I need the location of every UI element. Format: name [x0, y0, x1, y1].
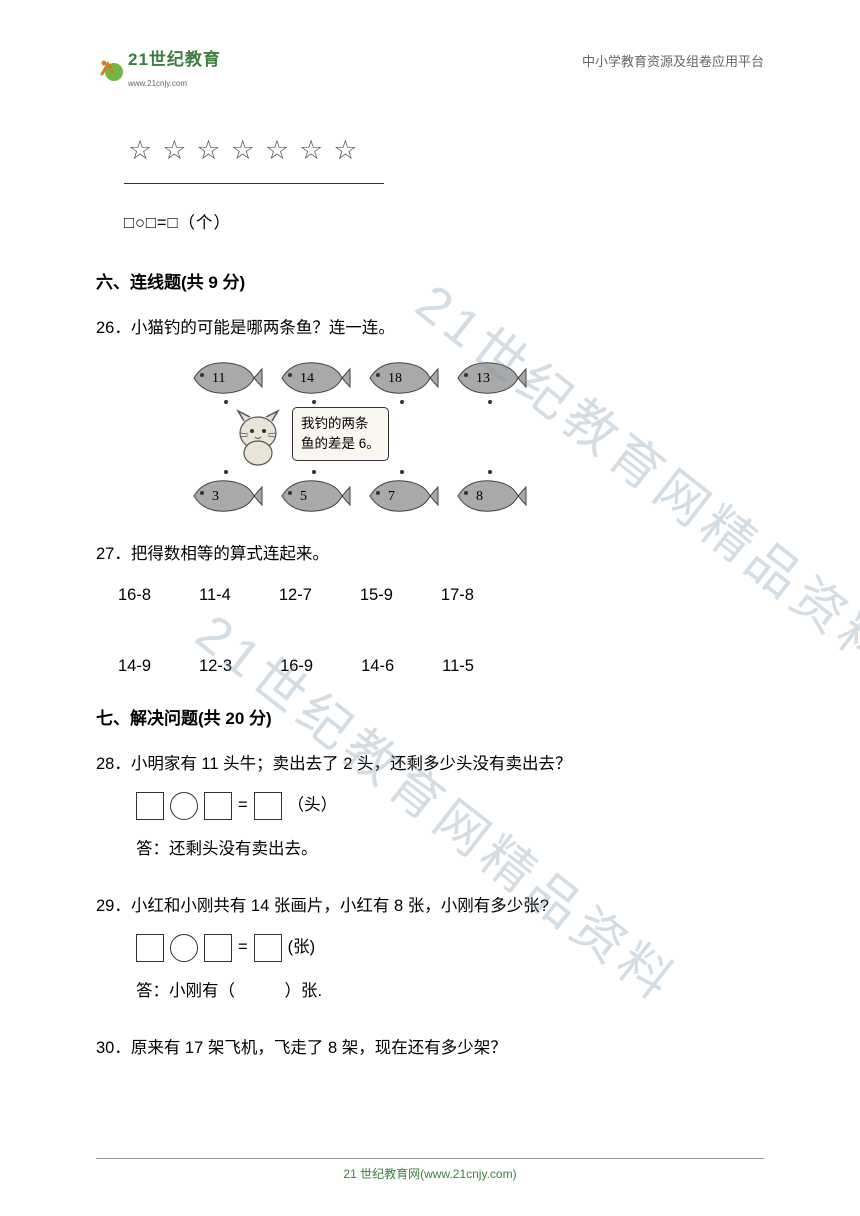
- cat-icon: [230, 407, 286, 467]
- q30-text: 30．原来有 17 架飞机，飞走了 8 架，现在还有多少架？: [96, 1033, 764, 1064]
- page-header: 21世纪教育 www.21cnjy.com 中小学教育资源及组卷应用平台: [96, 44, 764, 91]
- fish-item: 13: [450, 355, 528, 401]
- question-28: 28．小明家有 11 头牛；卖出去了 2 头，还剩多少头没有卖出去？ = （头）…: [96, 749, 764, 865]
- equals-sign: =: [238, 790, 248, 821]
- connect-dot: [312, 400, 316, 404]
- star-underline: [124, 183, 384, 184]
- answer-box[interactable]: [254, 934, 282, 962]
- connect-dot: [488, 470, 492, 474]
- logo-icon: [96, 54, 124, 82]
- fish-number: 8: [476, 484, 483, 511]
- section-7-title: 七、解决问题(共 20 分): [96, 703, 764, 735]
- connect-dot: [400, 470, 404, 474]
- connect-dot: [488, 400, 492, 404]
- expr-item: 14-9: [118, 651, 151, 682]
- q27-row1: 16-8 11-4 12-7 15-9 17-8: [118, 580, 764, 611]
- q29-answer-boxes: = (张): [136, 932, 764, 963]
- box-expression: □○□=□（个）: [124, 208, 764, 239]
- expr-item: 14-6: [361, 651, 394, 682]
- logo-text: 21世纪教育 www.21cnjy.com: [128, 44, 221, 91]
- q27-row2: 14-9 12-3 16-9 14-6 11-5: [118, 651, 764, 682]
- fish-top-row: 11 14 18 13: [186, 355, 764, 401]
- fish-item: 5: [274, 473, 352, 519]
- expr-item: 16-8: [118, 580, 151, 611]
- section-6-title: 六、连线题(共 9 分): [96, 267, 764, 299]
- fish-number: 14: [300, 366, 314, 393]
- q27-text: 27．把得数相等的算式连起来。: [96, 539, 764, 570]
- equals-sign: =: [238, 932, 248, 963]
- connect-dot: [400, 400, 404, 404]
- bubble-line1: 我钓的两条: [301, 414, 380, 434]
- question-27: 27．把得数相等的算式连起来。 16-8 11-4 12-7 15-9 17-8…: [96, 539, 764, 683]
- fish-bottom-row: 3 5 7 8: [186, 473, 764, 519]
- expr-item: 12-7: [279, 580, 312, 611]
- fish-number: 13: [476, 366, 490, 393]
- unit-label: （头）: [288, 790, 338, 821]
- fish-number: 18: [388, 366, 402, 393]
- answer-box[interactable]: [204, 934, 232, 962]
- speech-bubble: 我钓的两条 鱼的差是 6。: [292, 407, 389, 462]
- operator-circle[interactable]: [170, 934, 198, 962]
- expr-item: 17-8: [441, 580, 474, 611]
- fish-number: 7: [388, 484, 395, 511]
- fish-number: 5: [300, 484, 307, 511]
- star-row: ☆☆☆☆☆☆☆: [128, 125, 764, 176]
- fish-item: 3: [186, 473, 264, 519]
- q29-answer-line: 答：小刚有（ ）张.: [136, 976, 764, 1007]
- fish-item: 18: [362, 355, 440, 401]
- q28-answer-line: 答：还剩头没有卖出去。: [136, 834, 764, 865]
- answer-box[interactable]: [136, 792, 164, 820]
- header-subtitle: 中小学教育资源及组卷应用平台: [582, 50, 764, 75]
- answer-box[interactable]: [254, 792, 282, 820]
- expr-item: 16-9: [280, 651, 313, 682]
- fish-diagram: 11 14 18 13: [186, 355, 764, 519]
- expr-item: 11-4: [199, 580, 231, 611]
- unit-label: (张): [288, 932, 316, 963]
- question-29: 29．小红和小刚共有 14 张画片，小红有 8 张，小刚有多少张? = (张) …: [96, 891, 764, 1007]
- question-30: 30．原来有 17 架飞机，飞走了 8 架，现在还有多少架？: [96, 1033, 764, 1064]
- logo: 21世纪教育 www.21cnjy.com: [96, 44, 221, 91]
- connect-dot: [224, 470, 228, 474]
- fish-item: 14: [274, 355, 352, 401]
- expr-item: 15-9: [360, 580, 393, 611]
- fish-item: 11: [186, 355, 264, 401]
- q28-text: 28．小明家有 11 头牛；卖出去了 2 头，还剩多少头没有卖出去？: [96, 749, 764, 780]
- logo-cn: 21世纪教育: [128, 44, 221, 76]
- expr-item: 11-5: [442, 651, 474, 682]
- answer-box[interactable]: [204, 792, 232, 820]
- q26-text: 26．小猫钓的可能是哪两条鱼？连一连。: [96, 313, 764, 344]
- fish-item: 8: [450, 473, 528, 519]
- fish-number: 3: [212, 484, 219, 511]
- question-26: 26．小猫钓的可能是哪两条鱼？连一连。 11 14 18 13: [96, 313, 764, 518]
- operator-circle[interactable]: [170, 792, 198, 820]
- bubble-line2: 鱼的差是 6。: [301, 434, 380, 454]
- cat-bubble: 我钓的两条 鱼的差是 6。: [230, 407, 764, 467]
- answer-box[interactable]: [136, 934, 164, 962]
- connect-dot: [312, 470, 316, 474]
- logo-en: www.21cnjy.com: [128, 76, 221, 91]
- q28-answer-boxes: = （头）: [136, 790, 764, 821]
- fish-item: 7: [362, 473, 440, 519]
- fish-number: 11: [212, 366, 225, 393]
- page-footer: 21 世纪教育网(www.21cnjy.com): [96, 1158, 764, 1186]
- expr-item: 12-3: [199, 651, 232, 682]
- connect-dot: [224, 400, 228, 404]
- q29-text: 29．小红和小刚共有 14 张画片，小红有 8 张，小刚有多少张?: [96, 891, 764, 922]
